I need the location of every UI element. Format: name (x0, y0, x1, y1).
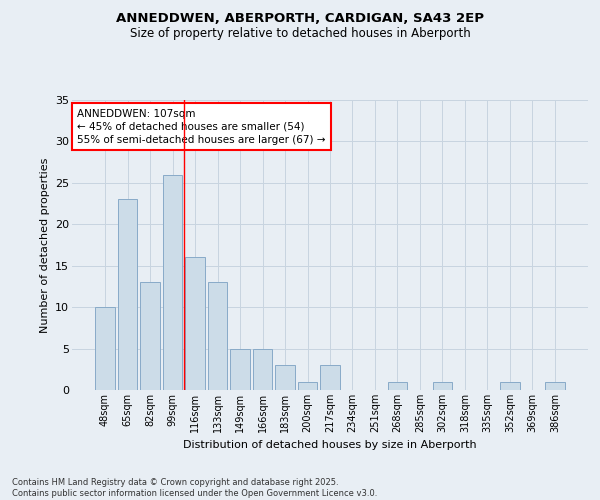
Bar (140, 282, 160, 390)
Bar (230, 348, 250, 390)
Bar (545, 382, 565, 390)
Bar (208, 282, 227, 390)
Bar (118, 200, 137, 390)
Bar (185, 258, 205, 390)
X-axis label: Distribution of detached houses by size in Aberporth: Distribution of detached houses by size … (183, 440, 477, 450)
Bar (388, 382, 407, 390)
Bar (433, 382, 452, 390)
Text: ANNEDDWEN: 107sqm
← 45% of detached houses are smaller (54)
55% of semi-detached: ANNEDDWEN: 107sqm ← 45% of detached hous… (77, 108, 326, 145)
Bar (95, 307, 115, 390)
Bar (275, 365, 295, 390)
Text: Contains HM Land Registry data © Crown copyright and database right 2025.
Contai: Contains HM Land Registry data © Crown c… (12, 478, 377, 498)
Bar (500, 382, 520, 390)
Bar (320, 365, 340, 390)
Bar (163, 174, 182, 390)
Y-axis label: Number of detached properties: Number of detached properties (40, 158, 50, 332)
Text: ANNEDDWEN, ABERPORTH, CARDIGAN, SA43 2EP: ANNEDDWEN, ABERPORTH, CARDIGAN, SA43 2EP (116, 12, 484, 26)
Text: Size of property relative to detached houses in Aberporth: Size of property relative to detached ho… (130, 28, 470, 40)
Bar (253, 348, 272, 390)
Bar (298, 382, 317, 390)
